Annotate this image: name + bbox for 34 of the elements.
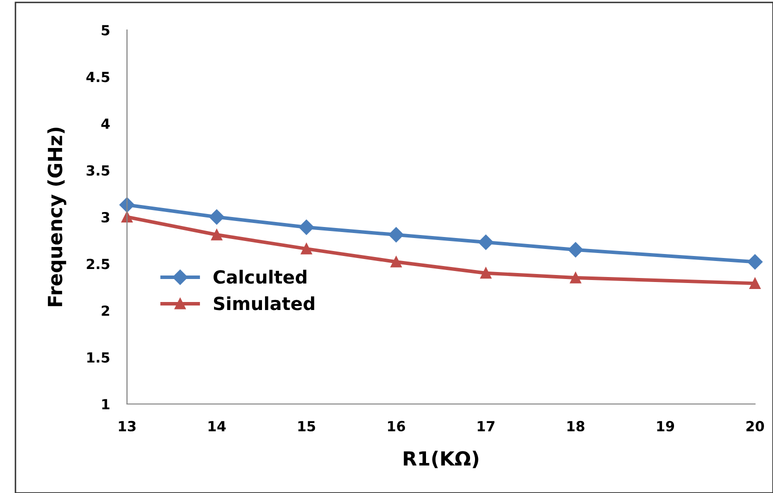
x-tick-label: 13 [118,420,136,432]
y-tick-label: 3.5 [86,165,110,176]
point [298,220,314,235]
x-tick-label: 20 [746,420,764,432]
point [388,227,404,242]
y-tick-label: 4.5 [86,72,110,82]
point [209,209,224,225]
point [480,268,492,279]
point [747,254,763,270]
x-tick-label: 17 [478,421,494,432]
legend-label: Simulated [214,296,314,310]
y-tick-label: 4 [101,118,110,129]
x-tick-label: 19 [657,420,674,432]
point [749,278,761,289]
y-tick-label: 2.5 [86,258,110,270]
point [390,256,402,268]
y-axis-title: Frequency (GHz) [47,128,66,306]
x-tick-label: 15 [298,421,316,432]
y-tick-label: 1 [102,399,110,410]
point [570,272,582,284]
x-tick-label: 16 [388,420,406,432]
legend-label: Calculted [214,270,306,284]
point [300,243,312,254]
point [211,229,222,240]
y-tick-label: 1.5 [87,352,110,363]
x-tick-label: 14 [208,421,226,432]
point [478,234,494,250]
y-tick-label: 5 [102,25,110,36]
x-axis-title: R1(KΩ) [404,450,478,468]
point [119,197,135,212]
point [568,242,584,258]
y-tick-label: 2 [102,305,110,316]
y-tick-label: 3 [102,212,110,222]
x-tick-label: 18 [567,420,584,432]
